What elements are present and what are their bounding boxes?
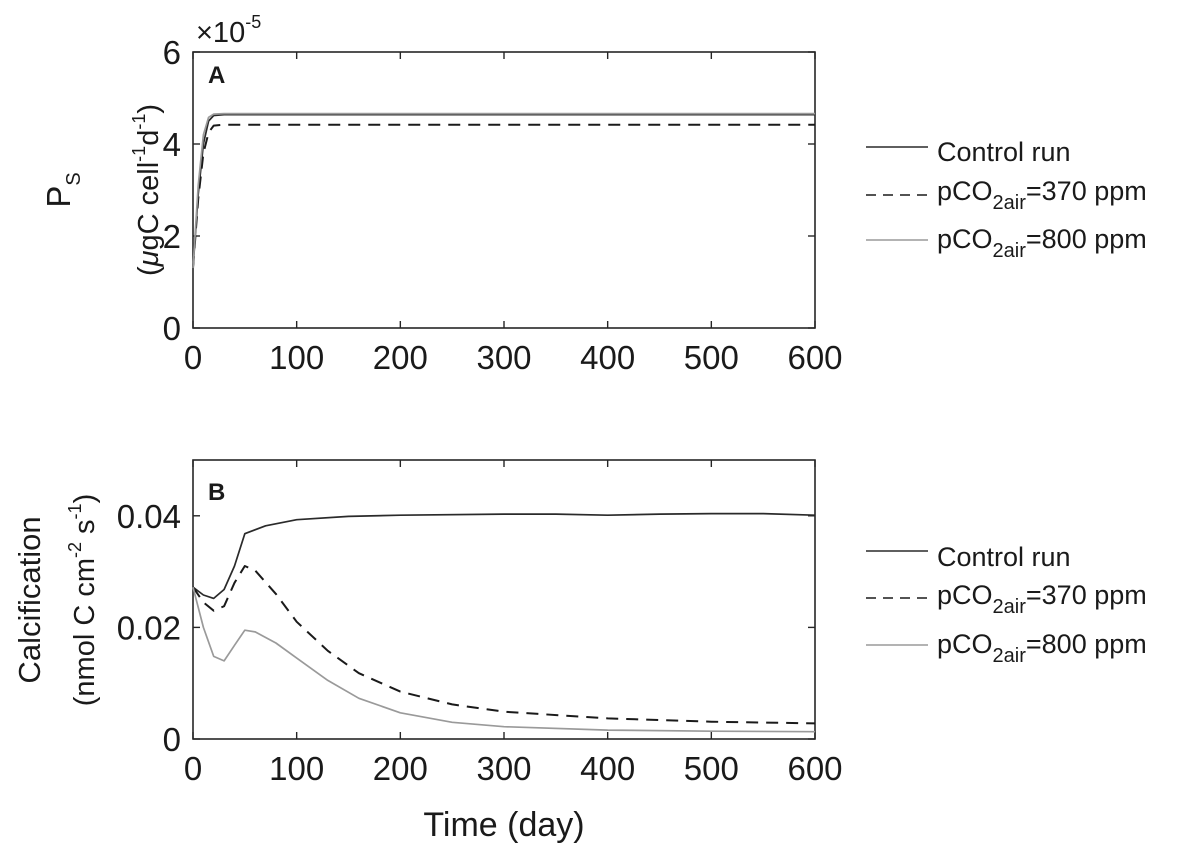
panel-a-ylabel-sub: S (63, 172, 85, 185)
svg-text:PS: PS (40, 172, 85, 207)
panel-b-xtick-label-1: 100 (269, 750, 324, 787)
panel-b-xtick-label-6: 600 (787, 750, 842, 787)
panel-b-series-line-0 (192, 512, 816, 600)
panel-b-ytick-label-1: 0.02 (117, 609, 181, 646)
panel-a-ytick-label-1: 2 (163, 218, 181, 255)
panel-b-xtick-label-0: 0 (184, 750, 202, 787)
panel-a-series-line-0 (192, 113, 815, 269)
panel-b-xtick-label-2: 200 (373, 750, 428, 787)
panel-b-ytick-label-2: 0.04 (117, 498, 181, 535)
panel-a-series-line-2 (192, 112, 815, 269)
panel-b-ticks: 0 100 200 300 400 500 600 0 0.02 0.04 (117, 460, 843, 787)
panel-a-label: A (208, 62, 225, 89)
legend-a-label-800: pCO2air=800 ppm (937, 224, 1147, 262)
legend-a-label-control: Control run (937, 137, 1071, 167)
panel-a-xtick-label-3: 300 (476, 339, 531, 376)
legend-b-label-370: pCO2air=370 ppm (937, 580, 1147, 618)
panel-a-ylabel-main: P (40, 186, 77, 208)
panel-a-legend: Control run pCO2air=370 ppm pCO2air=800 … (866, 137, 1147, 262)
panel-a-series (192, 112, 815, 269)
panel-a-y-axis-units: (μgC cell-1d-1) (129, 104, 165, 276)
panel-b-ytick-label-0: 0 (163, 721, 181, 758)
panel-a-series-line-1 (192, 123, 815, 269)
panel-b-xtick-label-3: 300 (476, 750, 531, 787)
legend-b-label-control: Control run (937, 542, 1071, 572)
panel-b-series (192, 512, 816, 733)
panel-a-ytick-label-2: 4 (163, 126, 181, 163)
panel-a-ticks: 0 100 200 300 400 500 600 0 2 4 6 (163, 34, 843, 376)
panel-a-xtick-label-6: 600 (787, 339, 842, 376)
panel-a-xtick-label-4: 400 (580, 339, 635, 376)
legend-a-label-370: pCO2air=370 ppm (937, 176, 1147, 214)
panel-a-xtick-label-2: 200 (373, 339, 428, 376)
panel-b-xtick-label-5: 500 (684, 750, 739, 787)
panel-a: A ×10-5 PS (μgC cell-1d-1) 0 100 200 300 400… (40, 12, 1147, 376)
svg-text:(μgC cell-1d-1): (μgC cell-1d-1) (129, 104, 165, 276)
panel-a-xtick-label-5: 500 (684, 339, 739, 376)
panel-a-plot-box (192, 51, 816, 329)
panel-b-xtick-label-4: 400 (580, 750, 635, 787)
panel-b-series-line-2 (192, 586, 816, 733)
panel-a-ytick-label-0: 0 (163, 310, 181, 347)
panel-a-y-axis-title: PS (40, 172, 85, 207)
panel-a-xtick-label-0: 0 (184, 339, 202, 376)
legend-b-label-800: pCO2air=800 ppm (937, 629, 1147, 667)
panel-b-y-axis-title: Calcification (12, 516, 47, 683)
panel-b-plot-box (192, 459, 816, 740)
panel-b-x-axis-title: Time (day) (423, 806, 584, 844)
svg-text:Calcification: Calcification (12, 516, 47, 683)
panel-b-series-line-1 (192, 565, 816, 725)
panel-b-y-axis-units: (nmol C cm-2 s-1) (65, 494, 101, 707)
panel-b: B Calcification (nmol C cm-2 s-1) Time (… (12, 459, 1147, 844)
panel-a-ytick-label-3: 6 (163, 34, 181, 71)
panel-b-legend: Control run pCO2air=370 ppm pCO2air=800 … (866, 542, 1147, 667)
panel-b-label: B (208, 479, 225, 506)
panel-a-xtick-label-1: 100 (269, 339, 324, 376)
svg-text:(nmol C cm-2 s-1): (nmol C cm-2 s-1) (65, 494, 101, 707)
panel-a-y-exponent: ×10-5 (196, 12, 261, 49)
